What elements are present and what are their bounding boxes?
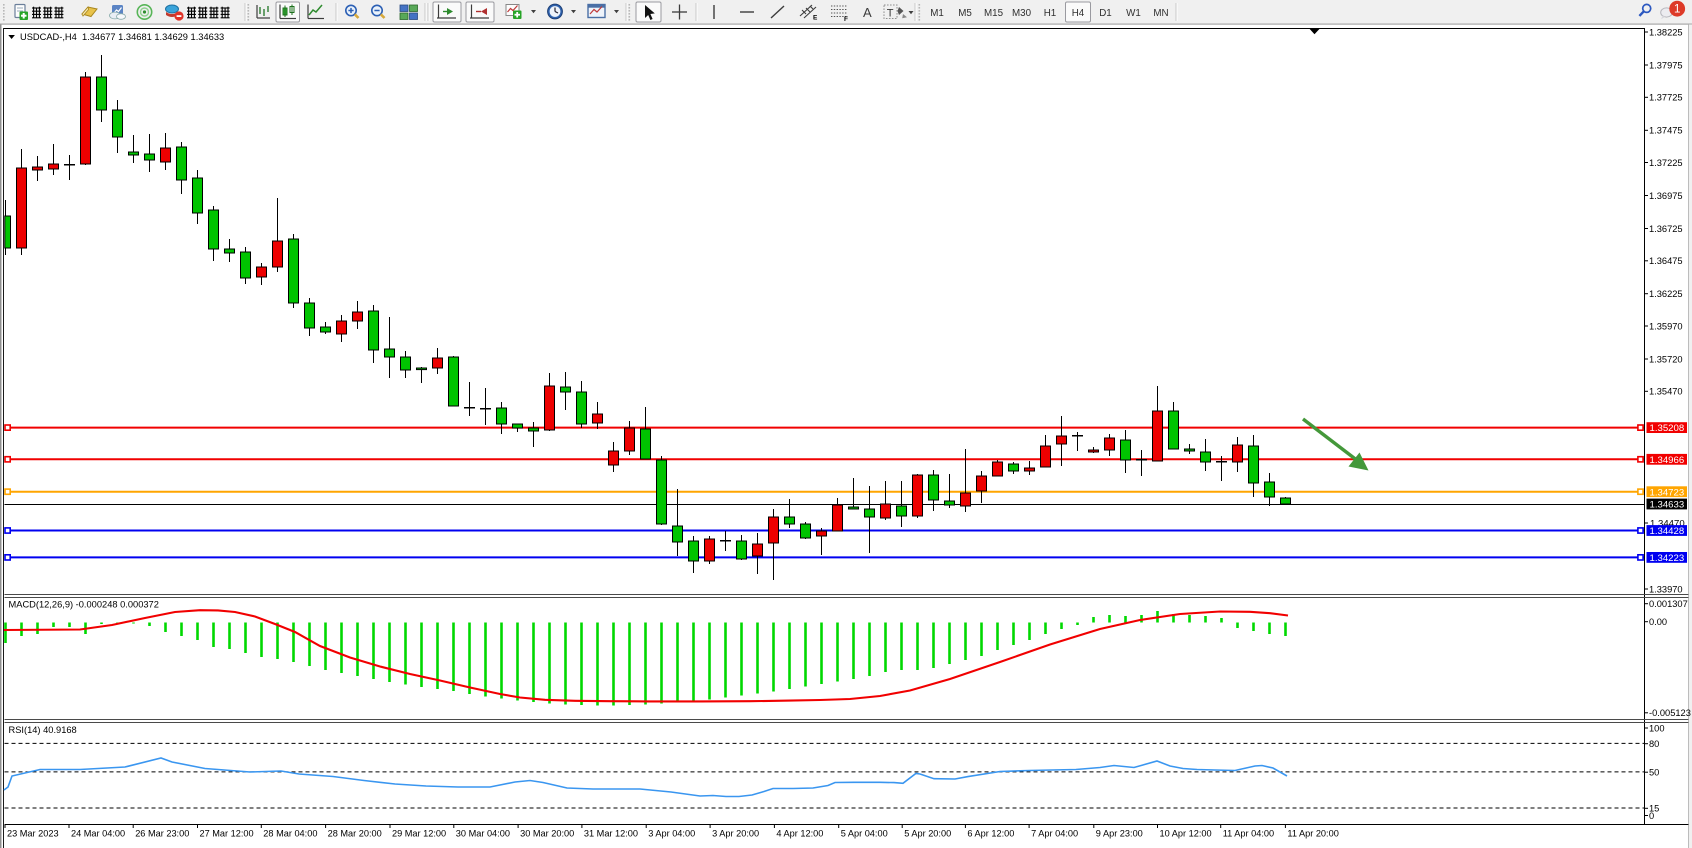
- svg-text:-0.005123: -0.005123: [1649, 708, 1691, 718]
- svg-text:1.36725: 1.36725: [1649, 224, 1683, 234]
- svg-text:A: A: [863, 5, 872, 20]
- svg-text:50: 50: [1649, 768, 1659, 778]
- svg-text:15: 15: [1649, 804, 1659, 814]
- svg-text:1.36975: 1.36975: [1649, 191, 1683, 201]
- svg-text:11 Apr 20:00: 11 Apr 20:00: [1287, 829, 1338, 839]
- svg-text:1.37225: 1.37225: [1649, 158, 1683, 168]
- svg-text:1.36475: 1.36475: [1649, 256, 1683, 266]
- svg-text:H4: H4: [1072, 8, 1085, 19]
- svg-text:31 Mar 12:00: 31 Mar 12:00: [584, 829, 638, 839]
- svg-text:1.34470: 1.34470: [1650, 518, 1685, 529]
- svg-text:24 Mar 04:00: 24 Mar 04:00: [71, 829, 125, 839]
- svg-text:M5: M5: [958, 8, 972, 19]
- svg-text:7 Apr 04:00: 7 Apr 04:00: [1031, 829, 1078, 839]
- svg-text:0.001307: 0.001307: [1649, 599, 1688, 609]
- svg-text:30 Mar 20:00: 30 Mar 20:00: [520, 829, 574, 839]
- svg-text:100: 100: [1649, 723, 1665, 733]
- svg-text:10 Apr 12:00: 10 Apr 12:00: [1160, 829, 1212, 839]
- svg-text:30 Mar 04:00: 30 Mar 04:00: [456, 829, 510, 839]
- svg-text:1.35208: 1.35208: [1650, 423, 1685, 434]
- svg-text:29 Mar 12:00: 29 Mar 12:00: [392, 829, 446, 839]
- svg-text:T: T: [887, 7, 894, 19]
- svg-text:80: 80: [1649, 739, 1659, 749]
- svg-text:MN: MN: [1153, 8, 1168, 19]
- svg-text:0.00: 0.00: [1649, 617, 1667, 627]
- svg-text:1.34428: 1.34428: [1650, 526, 1685, 537]
- svg-text:1.35970: 1.35970: [1649, 321, 1683, 331]
- svg-text:0: 0: [1649, 811, 1654, 821]
- svg-text:USDCAD-,H4 1.34677 1.34681 1.: USDCAD-,H4 1.34677 1.34681 1.34629 1.346…: [20, 32, 224, 42]
- svg-text:D1: D1: [1099, 8, 1112, 19]
- svg-text:3 Apr 04:00: 3 Apr 04:00: [648, 829, 695, 839]
- svg-text:6 Apr 12:00: 6 Apr 12:00: [967, 829, 1014, 839]
- svg-text:9 Apr 23:00: 9 Apr 23:00: [1096, 829, 1143, 839]
- svg-text:27 Mar 12:00: 27 Mar 12:00: [200, 829, 254, 839]
- svg-text:F: F: [844, 16, 848, 23]
- svg-text:1.36225: 1.36225: [1649, 289, 1683, 299]
- svg-text:1.35470: 1.35470: [1649, 387, 1683, 397]
- svg-text:M1: M1: [930, 8, 944, 19]
- svg-text:5 Apr 04:00: 5 Apr 04:00: [841, 829, 888, 839]
- svg-text:1.34633: 1.34633: [1650, 500, 1685, 511]
- svg-text:W1: W1: [1126, 8, 1141, 19]
- svg-text:28 Mar 20:00: 28 Mar 20:00: [328, 829, 382, 839]
- svg-text:26 Mar 23:00: 26 Mar 23:00: [135, 829, 189, 839]
- svg-text:1.33970: 1.33970: [1649, 584, 1683, 594]
- svg-text:H1: H1: [1044, 8, 1057, 19]
- svg-text:1: 1: [1674, 4, 1680, 16]
- svg-text:RSI(14) 40.9168: RSI(14) 40.9168: [9, 725, 77, 735]
- svg-text:23 Mar 2023: 23 Mar 2023: [7, 829, 59, 839]
- svg-text:E: E: [813, 15, 818, 22]
- svg-text:1.35720: 1.35720: [1649, 354, 1683, 364]
- svg-text:28 Mar 04:00: 28 Mar 04:00: [263, 829, 317, 839]
- svg-text:M30: M30: [1012, 8, 1032, 19]
- svg-text:1.34223: 1.34223: [1650, 553, 1685, 564]
- svg-text:1.38225: 1.38225: [1649, 27, 1683, 37]
- svg-text:4 Apr 12:00: 4 Apr 12:00: [776, 829, 823, 839]
- svg-text:3 Apr 20:00: 3 Apr 20:00: [712, 829, 759, 839]
- svg-text:1.37475: 1.37475: [1649, 126, 1683, 136]
- svg-text:1.37975: 1.37975: [1649, 60, 1683, 70]
- svg-text:5 Apr 20:00: 5 Apr 20:00: [904, 829, 951, 839]
- svg-text:MACD(12,26,9) -0.000248 0.0003: MACD(12,26,9) -0.000248 0.000372: [9, 600, 159, 610]
- svg-text:11 Apr 04:00: 11 Apr 04:00: [1223, 829, 1274, 839]
- svg-text:M15: M15: [984, 8, 1004, 19]
- svg-text:1.37725: 1.37725: [1649, 93, 1683, 103]
- svg-text:1.34723: 1.34723: [1650, 487, 1685, 498]
- svg-text:1.34966: 1.34966: [1650, 455, 1685, 466]
